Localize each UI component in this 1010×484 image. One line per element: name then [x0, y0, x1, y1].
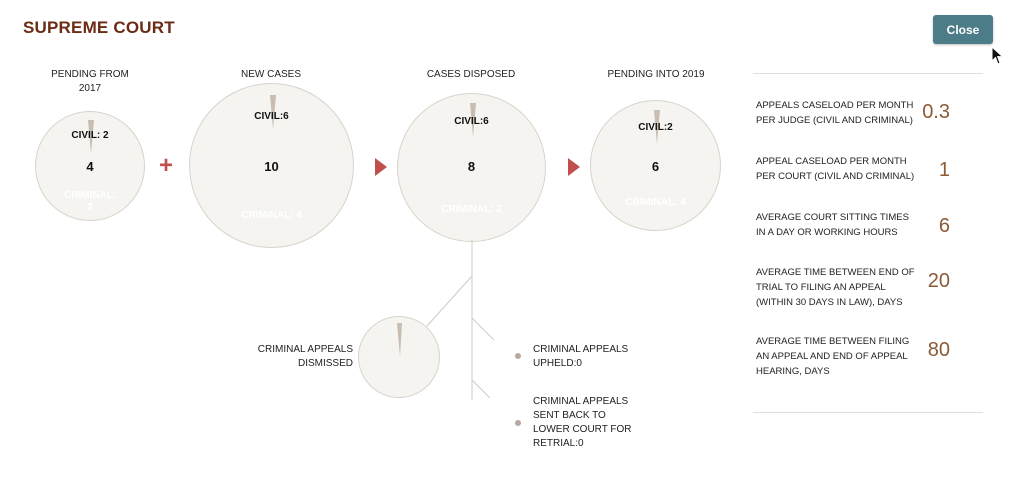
metric-value: 6: [938, 215, 950, 237]
metric-label: AVERAGE COURT SITTING TIMES IN A DAY OR …: [756, 212, 909, 238]
pending-from-circle: CIVIL: 2 4 CRIMINAL: 2: [35, 111, 145, 221]
metric-label: AVERAGE TIME BETWEEN FILING AN APPEAL AN…: [756, 336, 910, 377]
metric-value: 1: [938, 159, 950, 181]
arrow-icon: [568, 158, 580, 176]
criminal-count: CRIMINAL: 4: [241, 210, 302, 221]
pending-into-circle: CIVIL:2 6 CRIMINAL: 4: [590, 100, 721, 231]
civil-wedge-icon: [88, 120, 94, 154]
stage-label-new-cases: NEW CASES: [240, 69, 301, 80]
new-cases-circle: CIVIL:6 10 CRIMINAL: 4: [189, 83, 354, 248]
civil-count: CIVIL:2: [638, 122, 673, 133]
total-count: 6: [651, 159, 660, 174]
plus-operator: +: [159, 152, 174, 179]
dismissed-circle: [358, 316, 440, 398]
close-button[interactable]: Close: [933, 15, 993, 44]
metric-value: 80: [927, 339, 950, 361]
upheld-label: CRIMINAL APPEALS UPHELD:0: [533, 344, 629, 369]
metric-label: APPEAL CASELOAD PER MONTH PER COURT (CIV…: [756, 156, 915, 182]
arrow-icon: [375, 158, 387, 176]
civil-count: CIVIL:6: [454, 116, 489, 127]
total-count: 4: [86, 159, 94, 174]
civil-count: CIVIL:6: [254, 111, 289, 122]
dismissed-label: CRIMINAL APPEALS DISMISSED: [257, 344, 353, 369]
retrial-label: CRIMINAL APPEALS SENT BACK TO LOWER COUR…: [533, 396, 632, 449]
dismissed-wedge-icon: [397, 323, 402, 357]
metric-label: APPEALS CASELOAD PER MONTH PER JUDGE (CI…: [756, 100, 914, 126]
criminal-count: CRIMINAL: 2: [441, 204, 502, 215]
metric-value: 0.3: [922, 101, 950, 123]
metric-value: 20: [927, 270, 950, 292]
page-title: SUPREME COURT: [23, 18, 175, 37]
total-count: 8: [467, 159, 476, 174]
upheld-dot: [515, 353, 521, 359]
civil-wedge-icon: [469, 103, 476, 137]
retrial-dot: [515, 420, 521, 426]
stage-label-cases-disposed: CASES DISPOSED: [426, 69, 516, 80]
cases-disposed-circle: CIVIL:6 8 CRIMINAL: 2: [397, 93, 546, 242]
stage-label-pending-from: PENDING FROM 2017: [51, 69, 129, 94]
mouse-cursor-icon: [991, 46, 1004, 65]
metric-label: AVERAGE TIME BETWEEN END OF TRIAL TO FIL…: [756, 267, 915, 308]
civil-wedge-icon: [653, 110, 660, 144]
civil-wedge-icon: [269, 95, 276, 129]
criminal-count: CRIMINAL: 4: [625, 197, 686, 208]
stage-label-pending-into: PENDING INTO 2019: [607, 69, 705, 80]
criminal-count: CRIMINAL: 2: [64, 190, 117, 213]
metrics-panel: APPEALS CASELOAD PER MONTH PER JUDGE (CI…: [753, 73, 983, 413]
total-count: 10: [264, 159, 279, 174]
civil-count: CIVIL: 2: [71, 130, 109, 141]
